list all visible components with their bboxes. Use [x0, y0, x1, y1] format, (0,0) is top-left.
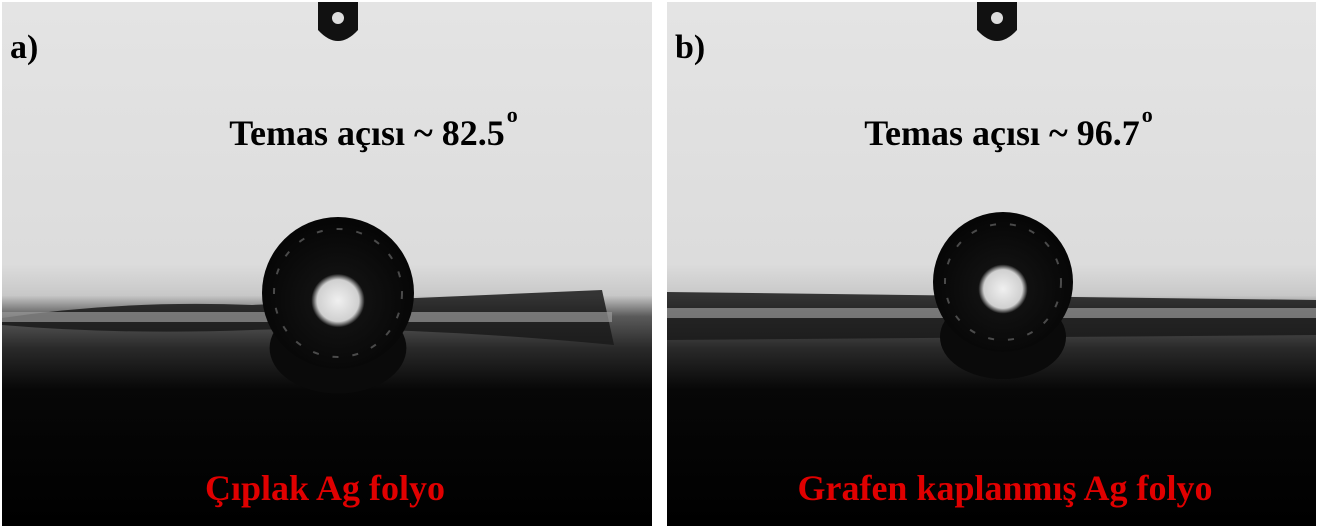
needle-hole: [991, 12, 1003, 24]
needle-hole: [332, 12, 344, 24]
droplet: [933, 212, 1073, 352]
panel-caption: Grafen kaplanmış Ag folyo: [797, 468, 1212, 508]
degree-symbol: o: [1142, 102, 1153, 127]
panel-label: a): [10, 29, 38, 66]
panel-label: b): [675, 29, 705, 66]
contact-angle-text: Temas açısı ~ 96.7: [864, 113, 1139, 153]
degree-symbol: o: [507, 102, 518, 127]
figure: a)Temas açısı ~ 82.5oÇıplak Ag folyob)Te…: [0, 0, 1320, 528]
contact-angle-text: Temas açısı ~ 82.5: [229, 113, 504, 153]
droplet: [262, 217, 414, 369]
panel-caption: Çıplak Ag folyo: [205, 468, 445, 508]
